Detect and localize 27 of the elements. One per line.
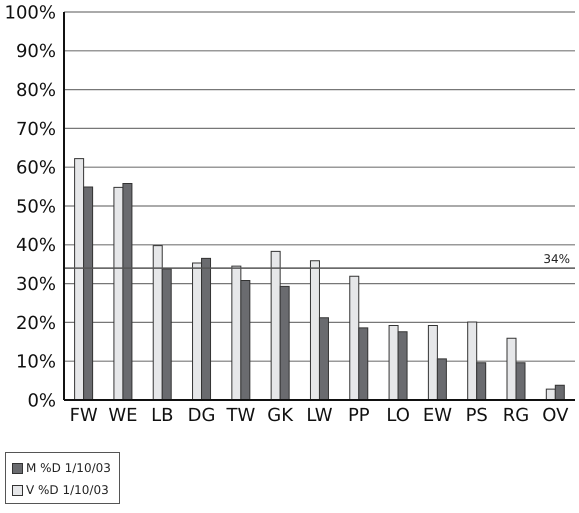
x-tick-label: LO <box>386 404 410 426</box>
y-tick-label: 80% <box>16 80 56 101</box>
legend-label: M %D 1/10/03 <box>26 461 111 475</box>
x-tick-label: DG <box>188 404 216 426</box>
x-tick-label: OV <box>542 404 570 426</box>
y-tick-label: 40% <box>16 235 56 256</box>
x-tick-label: PP <box>348 404 370 426</box>
y-tick-label: 30% <box>16 274 56 295</box>
x-tick-label: EW <box>422 404 452 426</box>
x-tick-label: PS <box>466 404 488 426</box>
y-tick-label: 100% <box>4 2 56 24</box>
y-tick-label: 0% <box>27 390 56 412</box>
y-tick-label: 70% <box>16 118 56 140</box>
y-tick-label: 60% <box>16 158 56 179</box>
x-tick-label: RG <box>502 404 530 426</box>
y-tick-label: 50% <box>16 196 56 218</box>
y-tick-label: 20% <box>16 312 56 334</box>
x-tick-label: TW <box>225 404 256 426</box>
x-tick-label: GK <box>267 404 294 426</box>
ref-line-label: 34% <box>543 252 570 266</box>
x-tick-label: LB <box>151 404 174 426</box>
x-tick-label: LW <box>306 404 333 426</box>
x-tick-label: WE <box>108 404 138 426</box>
y-tick-label: 90% <box>16 41 56 62</box>
y-tick-label: 10% <box>16 352 56 373</box>
x-tick-label: FW <box>70 404 98 426</box>
legend-label: V %D 1/10/03 <box>26 483 109 497</box>
